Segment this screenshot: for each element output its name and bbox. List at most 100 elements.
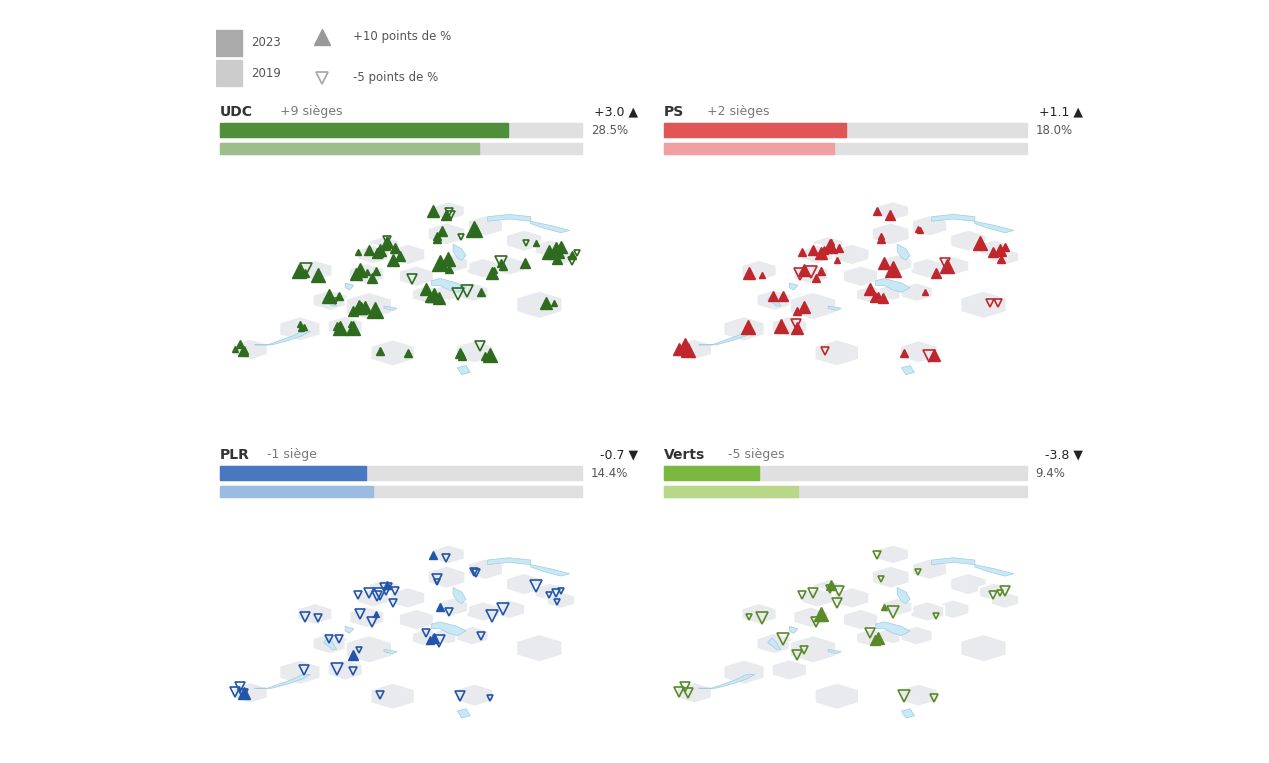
Polygon shape — [897, 244, 910, 260]
Polygon shape — [345, 626, 354, 633]
Bar — [220, 123, 508, 137]
Polygon shape — [516, 291, 562, 319]
Polygon shape — [911, 258, 944, 278]
Polygon shape — [312, 633, 348, 655]
Polygon shape — [431, 622, 466, 636]
Text: -5 points de %: -5 points de % — [353, 71, 439, 85]
Polygon shape — [857, 629, 887, 647]
Polygon shape — [345, 291, 392, 320]
Polygon shape — [506, 230, 542, 252]
Text: 2019: 2019 — [251, 66, 282, 79]
Polygon shape — [385, 306, 397, 311]
Text: 18.0%: 18.0% — [1036, 124, 1072, 137]
Text: +2 sièges: +2 sièges — [699, 105, 769, 118]
Polygon shape — [279, 316, 321, 342]
Polygon shape — [467, 601, 500, 622]
Polygon shape — [487, 558, 530, 565]
Polygon shape — [547, 248, 575, 266]
Polygon shape — [456, 684, 494, 707]
Polygon shape — [911, 601, 944, 622]
Polygon shape — [882, 597, 912, 617]
Polygon shape — [801, 245, 834, 264]
Text: -5 sièges: -5 sièges — [721, 449, 784, 462]
Polygon shape — [931, 558, 975, 565]
Polygon shape — [536, 583, 565, 601]
Text: +3.0 ▲: +3.0 ▲ — [594, 105, 638, 118]
Polygon shape — [494, 600, 525, 619]
Polygon shape — [834, 243, 869, 266]
Polygon shape — [371, 340, 415, 366]
Polygon shape — [793, 263, 829, 285]
Bar — [216, 30, 242, 56]
Bar — [664, 466, 759, 480]
Bar — [220, 143, 582, 153]
Bar — [220, 466, 365, 480]
Polygon shape — [699, 674, 755, 688]
Polygon shape — [975, 221, 1014, 233]
Polygon shape — [676, 682, 712, 703]
Polygon shape — [813, 236, 844, 255]
Polygon shape — [793, 607, 829, 628]
Polygon shape — [789, 626, 798, 633]
Polygon shape — [723, 659, 765, 685]
Polygon shape — [813, 579, 844, 598]
Polygon shape — [878, 627, 907, 644]
Bar — [220, 466, 582, 480]
Bar — [220, 486, 582, 497]
Text: Verts: Verts — [664, 449, 706, 462]
Polygon shape — [468, 215, 503, 237]
Polygon shape — [789, 635, 836, 664]
Polygon shape — [901, 709, 915, 718]
Text: +1.1 ▲: +1.1 ▲ — [1039, 105, 1082, 118]
Polygon shape — [468, 559, 503, 580]
Polygon shape — [398, 266, 434, 287]
Polygon shape — [772, 659, 807, 681]
Polygon shape — [912, 215, 947, 237]
Polygon shape — [834, 587, 869, 609]
Polygon shape — [901, 365, 915, 375]
Bar — [664, 123, 846, 137]
Polygon shape — [433, 545, 464, 564]
Bar — [664, 486, 1027, 497]
Polygon shape — [357, 588, 390, 607]
Polygon shape — [345, 635, 392, 664]
Polygon shape — [741, 259, 777, 282]
Polygon shape — [390, 587, 425, 609]
Text: 28.5%: 28.5% — [591, 124, 628, 137]
Polygon shape — [789, 291, 836, 320]
Bar — [216, 60, 242, 86]
Polygon shape — [938, 256, 970, 275]
Polygon shape — [756, 289, 792, 311]
Text: -0.7 ▼: -0.7 ▼ — [600, 449, 638, 462]
Polygon shape — [772, 316, 807, 337]
Polygon shape — [297, 603, 332, 625]
Polygon shape — [349, 263, 385, 285]
Polygon shape — [843, 266, 878, 287]
Polygon shape — [327, 316, 363, 337]
Polygon shape — [412, 285, 443, 304]
Polygon shape — [901, 282, 933, 302]
Polygon shape — [980, 240, 1009, 258]
Polygon shape — [438, 597, 468, 617]
Bar — [664, 123, 1027, 137]
Bar — [664, 143, 1027, 153]
Polygon shape — [991, 248, 1019, 266]
Text: 9.4%: 9.4% — [1036, 467, 1065, 480]
Polygon shape — [297, 259, 332, 282]
Polygon shape — [897, 588, 910, 604]
Text: 2023: 2023 — [251, 37, 280, 50]
Polygon shape — [369, 579, 400, 598]
Polygon shape — [467, 258, 500, 278]
Polygon shape — [931, 214, 975, 221]
Polygon shape — [815, 683, 859, 710]
Polygon shape — [975, 565, 1014, 576]
Polygon shape — [279, 659, 321, 685]
Polygon shape — [876, 622, 910, 636]
Bar — [664, 466, 1027, 480]
Polygon shape — [912, 559, 947, 580]
Text: -1 siège: -1 siège — [259, 449, 317, 462]
Polygon shape — [357, 245, 390, 264]
Text: +10 points de %: +10 points de % — [353, 30, 452, 43]
Polygon shape — [255, 674, 311, 688]
Polygon shape — [506, 573, 542, 595]
